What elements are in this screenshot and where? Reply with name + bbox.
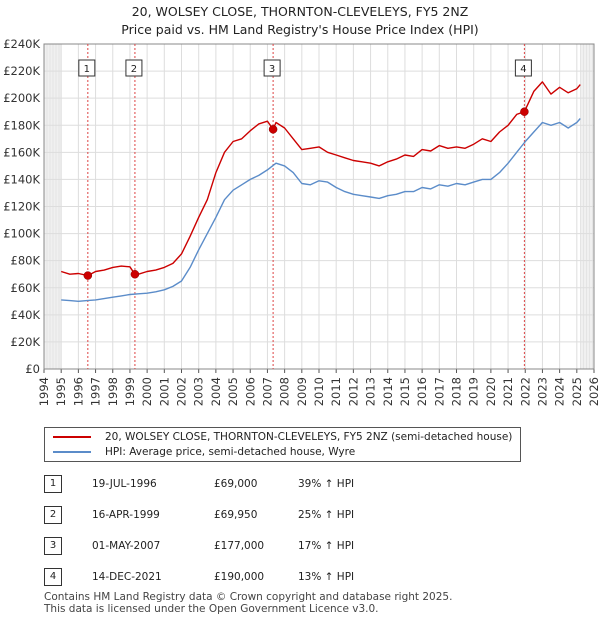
y-tick-label: £220K [3, 64, 40, 78]
sale-label-number: 2 [131, 64, 137, 75]
legend-item-hpi: HPI: Average price, semi-detached house,… [53, 445, 355, 459]
y-tick-label: £80K [11, 254, 41, 268]
footer-license: This data is licensed under the Open Gov… [44, 603, 379, 615]
x-tick-label: 2009 [295, 377, 309, 406]
chart-subtitle: Price paid vs. HM Land Registry's House … [121, 22, 479, 37]
transaction-row: 2 16-APR-1999 £69,950 25% ↑ HPI [44, 506, 564, 526]
x-tick-label: 1997 [89, 377, 103, 406]
x-tick-label: 2011 [329, 377, 343, 406]
sale-point [520, 107, 529, 116]
plot-frame [43, 43, 595, 370]
x-tick-label: 2024 [553, 377, 567, 406]
transaction-date: 01-MAY-2007 [92, 540, 161, 552]
transaction-row: 3 01-MAY-2007 £177,000 17% ↑ HPI [44, 537, 564, 557]
transaction-hpi-change: 39% ↑ HPI [298, 478, 355, 490]
transaction-number-badge: 1 [44, 475, 62, 493]
y-tick-label: £0 [25, 362, 40, 376]
y-tick-label: £120K [3, 200, 40, 214]
property-price-line [60, 81, 581, 277]
transaction-hpi-change: 25% ↑ HPI [298, 509, 355, 521]
x-tick-label: 1998 [106, 377, 120, 406]
transaction-hpi-change: 17% ↑ HPI [298, 540, 355, 552]
transaction-number-badge: 2 [44, 506, 62, 524]
transaction-date: 14-DEC-2021 [92, 571, 162, 583]
x-tick-label: 2022 [518, 377, 532, 406]
x-tick-label: 2023 [535, 377, 549, 406]
sale-label-box [263, 59, 281, 77]
transaction-price: £177,000 [214, 540, 265, 552]
x-tick-label: 2001 [157, 377, 171, 406]
y-tick-label: £160K [3, 145, 40, 159]
sale-label-box [514, 59, 532, 77]
y-tick-label: £180K [3, 118, 40, 132]
x-tick-label: 2002 [175, 377, 189, 406]
x-tick-label: 2003 [192, 377, 206, 406]
x-tick-label: 2006 [243, 377, 257, 406]
sale-label-number: 1 [84, 64, 90, 75]
footer-copyright: Contains HM Land Registry data © Crown c… [44, 591, 453, 603]
x-tick-label: 2000 [140, 377, 154, 406]
legend-label-hpi: HPI: Average price, semi-detached house,… [105, 446, 356, 458]
x-tick-label: 2010 [312, 377, 326, 406]
y-tick-label: £60K [11, 281, 41, 295]
y-tick-label: £240K [3, 37, 40, 51]
x-tick-label: 2018 [450, 377, 464, 406]
transaction-hpi-change: 13% ↑ HPI [298, 571, 355, 583]
legend-label-property: 20, WOLSEY CLOSE, THORNTON-CLEVELEYS, FY… [105, 431, 513, 443]
transaction-date: 19-JUL-1996 [92, 478, 157, 490]
price-chart: £0 £20K £40K £60K £80K £100K £120K £140K £160K £1… [3, 37, 600, 406]
sale-label-number: 4 [520, 64, 526, 75]
transaction-number-badge: 3 [44, 537, 62, 555]
sale-label-number: 3 [269, 64, 275, 75]
x-tick-label: 2021 [501, 377, 515, 406]
x-tick-label: 2014 [381, 377, 395, 406]
hpi-line [61, 118, 581, 302]
x-tick-label: 2019 [467, 377, 481, 406]
x-tick-label: 1994 [37, 377, 51, 406]
x-tick-label: 2012 [346, 377, 360, 406]
x-tick-label: 2016 [415, 377, 429, 406]
transaction-price: £69,950 [214, 509, 258, 521]
chart-legend: 20, WOLSEY CLOSE, THORNTON-CLEVELEYS, FY… [44, 427, 521, 462]
sale-label-box [78, 59, 96, 77]
transaction-row: 4 14-DEC-2021 £190,000 13% ↑ HPI [44, 568, 564, 588]
x-tick-label: 2026 [587, 377, 600, 406]
transaction-price: £69,000 [214, 478, 258, 490]
transaction-date: 16-APR-1999 [92, 509, 160, 521]
sale-point [268, 125, 278, 134]
y-tick-label: £100K [3, 227, 40, 241]
legend-swatch-hpi [53, 451, 91, 453]
chart-title: 20, WOLSEY CLOSE, THORNTON-CLEVELEYS, FY… [131, 4, 469, 19]
x-tick-label: 1996 [71, 377, 85, 406]
x-tick-label: 2015 [398, 377, 412, 406]
y-tick-label: £140K [3, 172, 40, 186]
x-tick-label: 2005 [226, 377, 240, 406]
x-tick-label: 2008 [278, 377, 292, 406]
sale-label-box [125, 59, 143, 77]
x-tick-label: 2017 [432, 377, 446, 406]
x-tick-label: 1995 [54, 377, 68, 406]
legend-item-property: 20, WOLSEY CLOSE, THORNTON-CLEVELEYS, FY… [53, 430, 512, 444]
x-tick-label: 2004 [209, 377, 223, 406]
y-tick-label: £40K [11, 308, 41, 322]
x-tick-label: 2025 [570, 377, 584, 406]
x-tick-label: 2007 [260, 377, 274, 406]
y-tick-label: £20K [11, 335, 41, 349]
x-tick-label: 2013 [364, 377, 378, 406]
legend-swatch-property [53, 436, 91, 438]
sale-point [130, 270, 140, 279]
transaction-row: 1 19-JUL-1996 £69,000 39% ↑ HPI [44, 475, 564, 495]
x-tick-label: 2020 [484, 377, 498, 406]
transaction-number-badge: 4 [44, 568, 62, 586]
transaction-price: £190,000 [214, 571, 265, 583]
x-tick-label: 1999 [123, 377, 137, 406]
y-tick-label: £200K [3, 91, 40, 105]
sale-point [83, 271, 93, 280]
